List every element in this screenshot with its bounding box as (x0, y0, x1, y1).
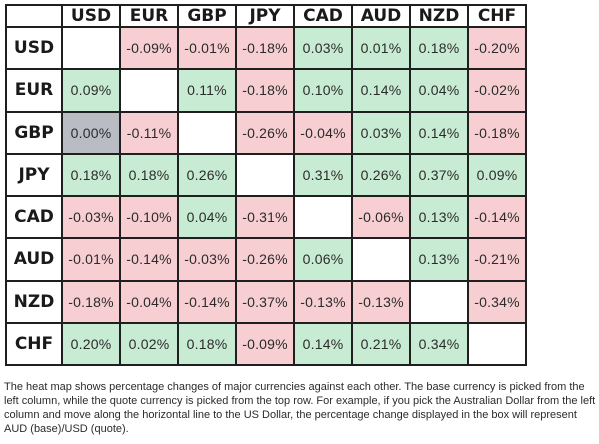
heatmap-cell: -0.18% (61, 279, 121, 324)
heatmap-description: The heat map shows percentage changes of… (4, 381, 596, 435)
heatmap-cell (61, 25, 121, 71)
row-header-cad: CAD (5, 194, 63, 240)
heatmap-cell: 0.03% (293, 25, 353, 71)
column-header-aud: AUD (351, 4, 411, 28)
heatmap-cell: 0.03% (351, 110, 411, 155)
column-header-usd: USD (61, 4, 121, 28)
heatmap-cell: 0.01% (351, 25, 411, 71)
column-header-nzd: NZD (409, 4, 469, 28)
heatmap-cell: -0.04% (293, 110, 353, 155)
heatmap-cell: 0.13% (409, 237, 469, 282)
heatmap-cell: -0.31% (235, 194, 295, 240)
heatmap-row-gbp: GBP 0.00% -0.11% -0.26% -0.04% 0.03% 0.14% -0.1… (5, 110, 527, 155)
heatmap-row-eur: EUR 0.09% 0.11% -0.18% 0.10% 0.14% 0.04% -0.02% (5, 68, 527, 113)
heatmap-cell: 0.10% (293, 68, 353, 113)
heatmap-cell: 0.04% (409, 68, 469, 113)
heatmap-cell: -0.11% (119, 110, 179, 155)
heatmap-cell: -0.26% (235, 110, 295, 155)
column-header-eur: EUR (119, 4, 179, 28)
column-header-gbp: GBP (177, 4, 237, 28)
heatmap-cell: -0.09% (235, 321, 295, 367)
row-header-chf: CHF (5, 321, 63, 367)
heatmap-cell: 0.14% (351, 68, 411, 113)
heatmap-cell: 0.00% (61, 110, 121, 155)
heatmap-cell: -0.20% (467, 25, 527, 71)
heatmap-cell: -0.21% (467, 237, 527, 282)
heatmap-cell: 0.18% (177, 321, 237, 367)
heatmap-cell: 0.13% (409, 194, 469, 240)
currency-heatmap: USD EUR GBP JPY CAD AUD NZD CHF USD -0.09% -0.01%… (5, 4, 527, 367)
heatmap-cell: 0.18% (119, 152, 179, 198)
heatmap-cell: 0.09% (61, 68, 121, 113)
heatmap-cell: -0.34% (467, 279, 527, 324)
heatmap-header-row: USD EUR GBP JPY CAD AUD NZD CHF (5, 4, 527, 28)
heatmap-cell: 0.06% (293, 237, 353, 282)
heatmap-cell (177, 110, 237, 155)
row-header-gbp: GBP (5, 110, 63, 155)
heatmap-cell: -0.04% (119, 279, 179, 324)
heatmap-cell: 0.14% (293, 321, 353, 367)
heatmap-cell: -0.18% (235, 25, 295, 71)
heatmap-cell (235, 152, 295, 198)
heatmap-cell: 0.31% (293, 152, 353, 198)
heatmap-cell: -0.03% (61, 194, 121, 240)
heatmap-row-usd: USD -0.09% -0.01% -0.18% 0.03% 0.01% 0.18% -0.2… (5, 25, 527, 71)
row-header-eur: EUR (5, 68, 63, 113)
heatmap-row-aud: AUD -0.01% -0.14% -0.03% -0.26% 0.06% 0.13% -0.… (5, 237, 527, 282)
row-header-usd: USD (5, 25, 63, 71)
heatmap-cell: 0.37% (409, 152, 469, 198)
heatmap-cell: -0.10% (119, 194, 179, 240)
heatmap-cell: 0.26% (351, 152, 411, 198)
row-header-nzd: NZD (5, 279, 63, 324)
column-header-jpy: JPY (235, 4, 295, 28)
heatmap-cell: -0.18% (235, 68, 295, 113)
heatmap-cell: 0.20% (61, 321, 121, 367)
heatmap-cell: -0.26% (235, 237, 295, 282)
heatmap-cell: -0.01% (61, 237, 121, 282)
heatmap-cell: -0.14% (177, 279, 237, 324)
heatmap-cell (467, 321, 527, 367)
heatmap-cell: -0.18% (467, 110, 527, 155)
heatmap-cell (119, 68, 179, 113)
row-header-aud: AUD (5, 237, 63, 282)
heatmap-cell: 0.09% (467, 152, 527, 198)
heatmap-cell: -0.13% (293, 279, 353, 324)
heatmap-cell: -0.14% (467, 194, 527, 240)
heatmap-cell: 0.34% (409, 321, 469, 367)
heatmap-cell: 0.11% (177, 68, 237, 113)
heatmap-cell: 0.21% (351, 321, 411, 367)
heatmap-cell: 0.04% (177, 194, 237, 240)
heatmap-cell: -0.03% (177, 237, 237, 282)
heatmap-row-cad: CAD -0.03% -0.10% 0.04% -0.31% -0.06% 0.13% -0.… (5, 194, 527, 240)
heatmap-cell: 0.18% (61, 152, 121, 198)
heatmap-row-nzd: NZD -0.18% -0.04% -0.14% -0.37% -0.13% -0.13% -… (5, 279, 527, 324)
heatmap-cell: -0.14% (119, 237, 179, 282)
heatmap-cell (409, 279, 469, 324)
heatmap-cell: -0.02% (467, 68, 527, 113)
heatmap-row-jpy: JPY 0.18% 0.18% 0.26% 0.31% 0.26% 0.37% 0.09% (5, 152, 527, 198)
column-header-chf: CHF (467, 4, 527, 28)
column-header-cad: CAD (293, 4, 353, 28)
heatmap-cell: 0.14% (409, 110, 469, 155)
heatmap-cell: -0.01% (177, 25, 237, 71)
heatmap-cell (351, 237, 411, 282)
heatmap-cell (293, 194, 353, 240)
heatmap-cell: -0.09% (119, 25, 179, 71)
heatmap-cell: -0.06% (351, 194, 411, 240)
row-header-jpy: JPY (5, 152, 63, 198)
heatmap-body: USD -0.09% -0.01% -0.18% 0.03% 0.01% 0.18% -0.2… (5, 25, 527, 367)
heatmap-cell: -0.13% (351, 279, 411, 324)
heatmap-cell: 0.02% (119, 321, 179, 367)
heatmap-cell: -0.37% (235, 279, 295, 324)
heatmap-cell: 0.18% (409, 25, 469, 71)
heatmap-corner (5, 4, 63, 28)
heatmap-row-chf: CHF 0.20% 0.02% 0.18% -0.09% 0.14% 0.21% 0.34% (5, 321, 527, 367)
heatmap-cell: 0.26% (177, 152, 237, 198)
